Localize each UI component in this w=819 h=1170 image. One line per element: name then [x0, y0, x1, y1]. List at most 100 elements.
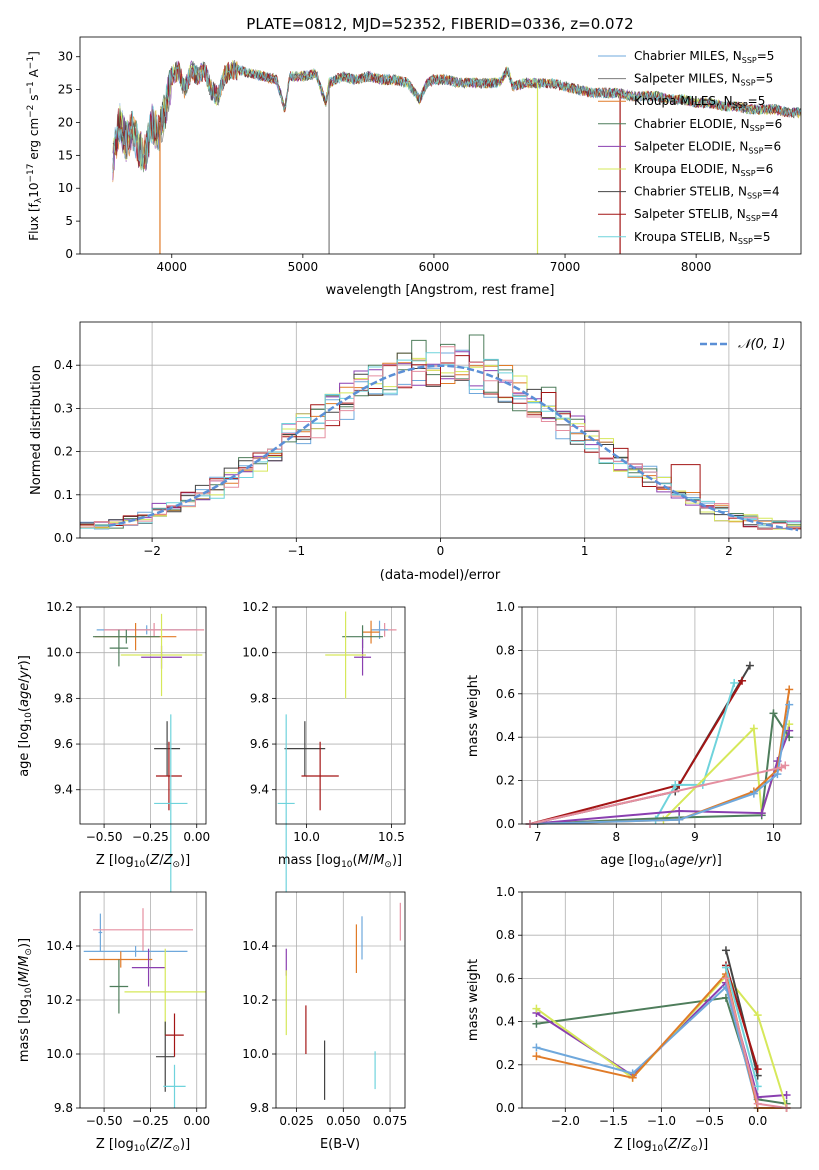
y-tick-label: 25: [58, 83, 73, 97]
weight-line-7: [529, 704, 791, 825]
y-tick-label: 0.0: [54, 531, 73, 545]
spectrum-trace-group: [112, 59, 801, 254]
x-tick-label: −1.0: [647, 1114, 676, 1128]
y-tick-label: 20: [58, 115, 73, 129]
z-mass-panel: −0.50 −0.25 0.00 9.8 10.0 10.2 10.4 Z [log10(Z…: [17, 891, 210, 1154]
gaussian-curve: [108, 364, 799, 532]
y-tick-label: 0.3: [54, 401, 73, 415]
x-tick-label: 0.050: [326, 1114, 360, 1128]
y-tick-label: 0.1: [54, 488, 73, 502]
y-tick-label: 0.0: [496, 817, 515, 831]
y-tick-label: 0.2: [496, 774, 515, 788]
y-tick-label: 0.2: [496, 1058, 515, 1072]
y-tick-label: 9.8: [250, 1101, 269, 1115]
legend-label: Salpeter ELODIE, NSSP=6: [634, 139, 781, 155]
z-weight-panel: −2.0 −1.5 −1.0 −0.5 0.0 0.0 0.2 0.4 0.6 0.8 1.0 Z …: [466, 885, 802, 1154]
y-tick-label: 9.8: [250, 691, 269, 705]
y-tick-label: 0.4: [496, 1015, 515, 1029]
ebv-mass-axes: 0.025 0.050 0.075 9.8 10.0 10.2 10.4: [242, 939, 407, 1128]
legend-label: Kroupa ELODIE, NSSP=6: [634, 162, 773, 178]
y-tick-label: 10.4: [46, 939, 73, 953]
y-tick-label: 10.2: [46, 993, 73, 1007]
x-tick-label: 7: [534, 830, 542, 844]
y-tick-label: 0.4: [54, 358, 73, 372]
z-mass-xlabel: Z [log10(Z/Z⊙)]: [96, 1137, 190, 1154]
histogram-legend: 𝒩(0, 1): [700, 337, 785, 352]
y-tick-label: 0: [65, 247, 73, 261]
y-tick-label: 10.0: [46, 1047, 73, 1061]
y-tick-label: 0.4: [496, 730, 515, 744]
x-tick-label: 8000: [681, 260, 712, 274]
x-tick-label: 0.0: [748, 1114, 767, 1128]
x-tick-label: −2.0: [551, 1114, 580, 1128]
y-tick-label: 9.8: [54, 691, 73, 705]
weight-line-6: [725, 965, 759, 1070]
legend-label: Salpeter STELIB, NSSP=4: [634, 207, 778, 223]
y-tick-label: 10.0: [46, 646, 73, 660]
y-tick-label: 9.8: [54, 1101, 73, 1115]
weight-line-5: [529, 730, 791, 825]
x-tick-label: 0.00: [183, 830, 210, 844]
z-mass-ylabel: mass [log10(M/M⊙)]: [17, 938, 34, 1062]
x-tick-label: −1.5: [599, 1114, 628, 1128]
y-tick-label: 10.0: [242, 1047, 269, 1061]
x-tick-label: 4000: [156, 260, 187, 274]
spectrum-line-6: [112, 61, 801, 167]
age-weight-panel: 7 8 9 10 0.0 0.2 0.4 0.6 0.8 1.0 age [log10(age/y…: [466, 600, 802, 870]
x-tick-label: 10: [766, 830, 781, 844]
y-tick-label: 15: [58, 148, 73, 162]
x-tick-label: −0.50: [86, 1114, 123, 1128]
y-tick-label: 10.2: [242, 600, 269, 614]
age-weight-lines: [525, 661, 794, 828]
spectrum-axes: 4000 5000 6000 7000 8000 0 5 10 15 20 25 30: [58, 50, 712, 274]
mass-age-axes: 10.0 10.5 9.4 9.6 9.8 10.0 10.2: [242, 600, 404, 844]
y-tick-label: 30: [58, 50, 73, 64]
legend-label: Chabrier MILES, NSSP=5: [634, 49, 774, 65]
ebv-mass-errorbars: [285, 902, 401, 1100]
z-weight-ylabel: mass weight: [466, 959, 481, 1041]
y-tick-label: 10.2: [46, 600, 73, 614]
y-tick-label: 9.6: [54, 737, 73, 751]
x-tick-label: 8: [612, 830, 620, 844]
histogram-axes: −2 −1 0 1 2 0.0 0.1 0.2 0.3 0.4: [54, 358, 733, 558]
x-tick-label: 10.5: [378, 830, 405, 844]
legend-label: Salpeter MILES, NSSP=5: [634, 72, 773, 88]
x-tick-label: 0: [437, 544, 445, 558]
x-tick-label: 9: [691, 830, 699, 844]
x-tick-label: 10.0: [293, 830, 320, 844]
x-tick-label: −2: [143, 544, 161, 558]
age-weight-axes: 7 8 9 10 0.0 0.2 0.4 0.6 0.8 1.0: [496, 600, 781, 844]
y-tick-label: 1.0: [496, 600, 515, 614]
histogram-panel: −2 −1 0 1 2 0.0 0.1 0.2 0.3 0.4 (data-model)/erro…: [29, 321, 802, 583]
ebv-mass-xlabel: E(B-V): [320, 1137, 360, 1152]
x-tick-label: −1: [287, 544, 305, 558]
z-weight-xlabel: Z [log10(Z/Z⊙)]: [614, 1137, 708, 1154]
z-mass-axes: −0.50 −0.25 0.00 9.8 10.0 10.2 10.4: [46, 939, 210, 1128]
spectrum-line-8: [112, 62, 801, 173]
y-tick-label: 0.0: [496, 1101, 515, 1115]
mass-age-panel: 10.0 10.5 9.4 9.6 9.8 10.0 10.2 mass [log10(M/…: [242, 600, 406, 893]
x-tick-label: 2: [725, 544, 733, 558]
mass-age-xlabel: mass [log10(M/M⊙)]: [278, 853, 402, 870]
y-tick-label: 10.0: [242, 646, 269, 660]
x-tick-label: 7000: [550, 260, 581, 274]
y-tick-label: 9.4: [54, 783, 73, 797]
x-tick-label: 0.025: [279, 1114, 313, 1128]
weight-line-2: [529, 682, 736, 825]
age-weight-xlabel: age [log10(age/yr)]: [600, 853, 722, 870]
x-tick-label: 1: [581, 544, 589, 558]
y-tick-label: 9.6: [250, 737, 269, 751]
z-age-xlabel: Z [log10(Z/Z⊙)]: [96, 853, 190, 870]
y-tick-label: 0.2: [54, 445, 73, 459]
spectrum-panel: 4000 5000 6000 7000 8000 0 5 10 15 20 25 30 wavelen…: [26, 36, 802, 298]
y-tick-label: 0.8: [496, 928, 515, 942]
legend-label: Chabrier ELODIE, NSSP=6: [634, 117, 782, 133]
y-tick-label: 0.6: [496, 687, 515, 701]
y-tick-label: 0.6: [496, 971, 515, 985]
y-tick-label: 10.2: [242, 993, 269, 1007]
z-age-errorbars: [92, 613, 205, 893]
histogram-xlabel: (data-model)/error: [380, 568, 501, 583]
y-tick-label: 1.0: [496, 885, 515, 899]
spectrum-traces: [112, 59, 801, 254]
